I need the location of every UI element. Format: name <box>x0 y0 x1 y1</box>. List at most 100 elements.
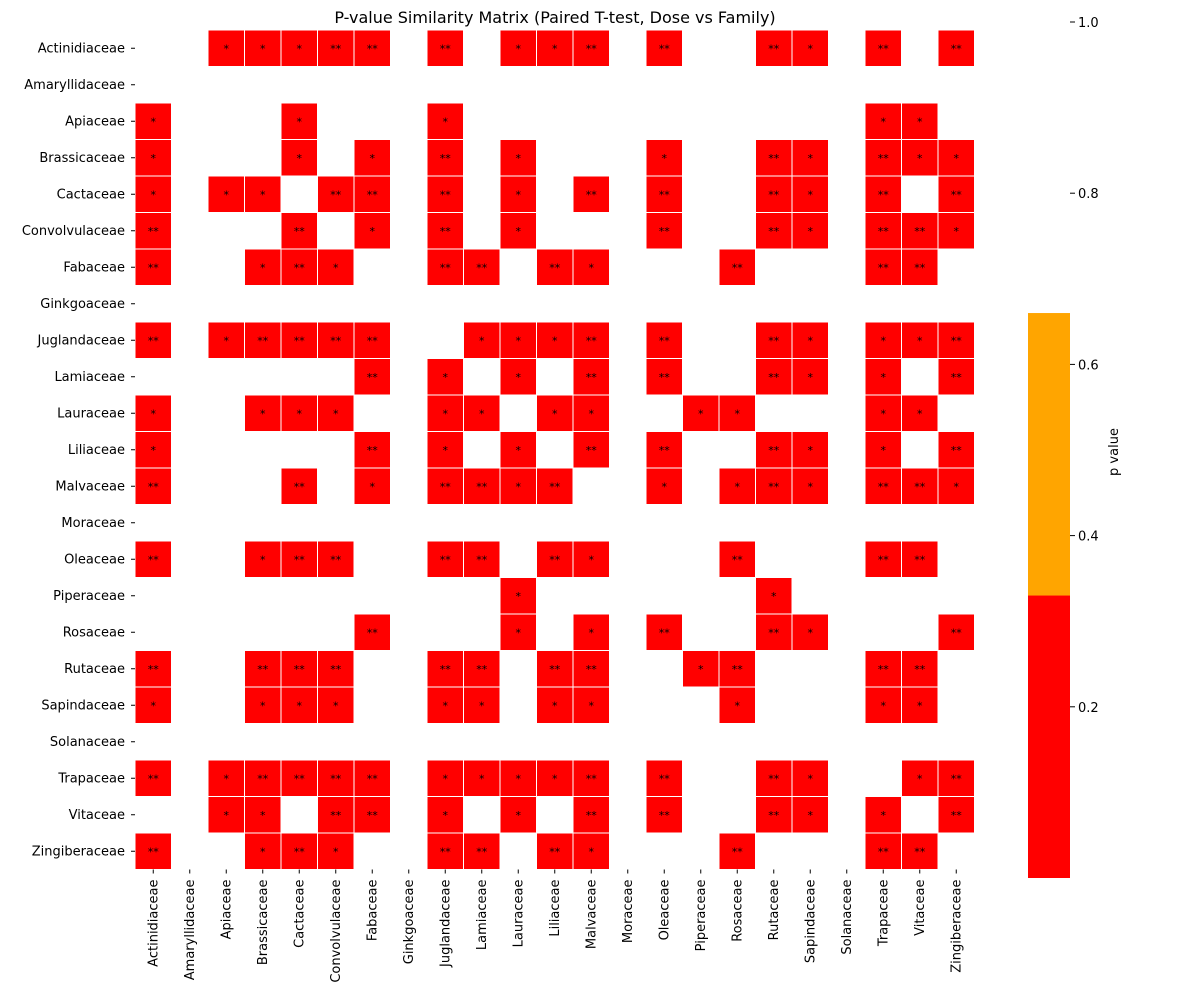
cell-annotation: * <box>443 444 449 457</box>
cell-annotation: ** <box>440 261 452 274</box>
heatmap-cell <box>865 176 901 212</box>
heatmap-cell <box>537 651 573 687</box>
heatmap-cell <box>318 687 354 723</box>
cell-annotation: * <box>297 152 303 165</box>
cell-annotation: ** <box>148 334 160 347</box>
heatmap-cell <box>135 651 171 687</box>
heatmap-cell <box>500 322 536 358</box>
heatmap-cell <box>281 103 317 139</box>
heatmap-cell <box>792 797 828 833</box>
cell-annotation: * <box>516 188 522 201</box>
cell-annotation: * <box>516 626 522 639</box>
row-label: Piperaceae <box>53 589 125 604</box>
heatmap-cell <box>646 140 682 176</box>
heatmap-cell <box>318 322 354 358</box>
cell-annotation: ** <box>659 188 671 201</box>
heatmap-cell <box>135 468 171 504</box>
heatmap-cell <box>281 322 317 358</box>
heatmap-cell <box>427 359 463 395</box>
heatmap-cell <box>281 213 317 249</box>
cell-annotation: ** <box>294 480 306 493</box>
cell-annotation: ** <box>148 553 160 566</box>
heatmap-cell <box>281 833 317 869</box>
heatmap-cell <box>792 760 828 796</box>
heatmap-cell <box>865 359 901 395</box>
cell-annotation: * <box>151 699 157 712</box>
heatmap-cell <box>135 395 171 431</box>
cell-annotation: ** <box>768 42 780 55</box>
heatmap-cell <box>573 322 609 358</box>
heatmap-cell <box>902 322 938 358</box>
heatmap-cell <box>427 140 463 176</box>
column-label: Rutaceae <box>767 880 782 941</box>
cell-annotation: ** <box>294 261 306 274</box>
cell-annotation: ** <box>148 261 160 274</box>
heatmap-cell <box>500 140 536 176</box>
cell-annotation: * <box>443 115 449 128</box>
row-labels: Actinidiaceae Amaryllidaceae Apiaceae Brass… <box>22 41 135 859</box>
heatmap-cell <box>135 140 171 176</box>
heatmap-cell <box>537 833 573 869</box>
colorbar-tick-label: 0.8 <box>1078 187 1099 202</box>
cell-annotation: * <box>808 152 814 165</box>
cell-annotation: * <box>881 444 887 457</box>
column-label: Juglandaceae <box>438 880 453 968</box>
column-label: Fabaceae <box>365 880 380 942</box>
column-label: Oleaceae <box>657 880 672 941</box>
heatmap-cell <box>245 30 281 66</box>
heatmap-cell <box>938 797 974 833</box>
heatmap-cell <box>208 30 244 66</box>
heatmap-cell <box>573 541 609 577</box>
heatmap-cell <box>245 176 281 212</box>
cell-annotation: ** <box>367 188 379 201</box>
cell-annotation: ** <box>878 188 890 201</box>
heatmap-cell <box>427 249 463 285</box>
heatmap-cell <box>756 213 792 249</box>
column-label: Cactaceae <box>292 880 307 948</box>
heatmap-cell <box>245 687 281 723</box>
heatmap-cell <box>865 651 901 687</box>
heatmap-cell <box>318 797 354 833</box>
cell-annotation: * <box>260 42 266 55</box>
heatmap-cell <box>938 468 974 504</box>
column-label: Rosaceae <box>730 880 745 942</box>
heatmap-cell <box>135 322 171 358</box>
colorbar-tick-label: 0.4 <box>1078 530 1099 545</box>
heatmap-cell <box>902 213 938 249</box>
heatmap-cell <box>792 176 828 212</box>
heatmap-cell <box>500 359 536 395</box>
heatmap-cell <box>500 30 536 66</box>
heatmap-cell <box>719 541 755 577</box>
cell-annotation: ** <box>914 845 926 858</box>
heatmap-cell <box>938 140 974 176</box>
heatmap-cell <box>902 468 938 504</box>
heatmap-cell <box>537 322 573 358</box>
heatmap-cell <box>865 249 901 285</box>
cell-annotation: ** <box>440 553 452 566</box>
cell-annotation: * <box>333 261 339 274</box>
cell-annotation: * <box>917 699 923 712</box>
heatmap-cell <box>281 760 317 796</box>
heatmap-cell <box>573 176 609 212</box>
cell-annotation: ** <box>732 261 744 274</box>
column-label: Moraceae <box>621 880 636 944</box>
cell-annotation: * <box>297 699 303 712</box>
heatmap-cell <box>208 760 244 796</box>
row-label: Fabaceae <box>63 260 125 275</box>
heatmap-cell <box>500 578 536 614</box>
cell-annotation: ** <box>586 444 598 457</box>
cell-annotation: ** <box>768 188 780 201</box>
heatmap-cell <box>318 30 354 66</box>
cell-annotation: * <box>881 115 887 128</box>
heatmap-cell <box>427 103 463 139</box>
cell-annotation: * <box>808 188 814 201</box>
cell-annotation: ** <box>330 188 342 201</box>
heatmap-cell <box>318 760 354 796</box>
heatmap-cell <box>573 432 609 468</box>
row-label: Vitaceae <box>69 808 125 823</box>
row-label: Liliaceae <box>68 443 125 458</box>
heatmap-cell <box>281 30 317 66</box>
cell-annotation: ** <box>294 334 306 347</box>
heatmap-cell <box>865 395 901 431</box>
